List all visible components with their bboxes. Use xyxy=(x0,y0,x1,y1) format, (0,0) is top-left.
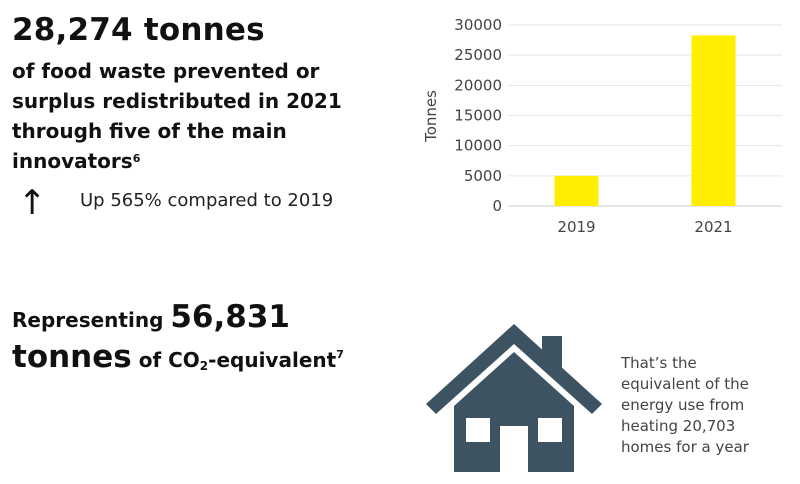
up-arrow-icon: ↑ xyxy=(18,183,47,223)
y-tick-label-5000: 5000 xyxy=(464,167,502,185)
y-tick-label-15000: 15000 xyxy=(454,107,502,125)
equivalent-line-4: heating 20,703 xyxy=(621,417,736,435)
y-tick-label-0: 0 xyxy=(492,197,502,215)
equivalent-note: That’s the equivalent of the energy use … xyxy=(621,353,796,458)
x-tick-label-2019: 2019 xyxy=(557,218,595,236)
headline-figure: 28,274 tonnes xyxy=(12,12,265,48)
y-tick-label-10000: 10000 xyxy=(454,137,502,155)
chart-bars xyxy=(554,35,736,207)
bar-2019 xyxy=(554,175,599,206)
house-icon xyxy=(426,324,602,472)
headline-line-4-text: innovators xyxy=(12,149,133,173)
equivalent-line-3: energy use from xyxy=(621,396,745,414)
equivalent-line-1: That’s the xyxy=(621,354,697,372)
y-tick-label-20000: 20000 xyxy=(454,76,502,94)
footnote-6: 6 xyxy=(132,152,141,165)
y-axis-label: Tonnes xyxy=(422,90,440,143)
x-tick-label-2021: 2021 xyxy=(694,218,732,236)
footnote-7: 7 xyxy=(336,348,344,361)
headline-line-3: through five of the main xyxy=(12,119,287,143)
house-roof xyxy=(426,324,602,414)
co2-of-text: of CO xyxy=(138,348,200,372)
change-note: Up 565% compared to 2019 xyxy=(80,190,334,211)
co2-line-1: Representing 56,831 xyxy=(12,300,412,337)
co2-statement: Representing 56,831 tonnes of CO2-equiva… xyxy=(12,300,412,383)
co2-unit: tonnes xyxy=(12,339,132,375)
house-body xyxy=(454,352,574,472)
y-tick-label-30000: 30000 xyxy=(454,16,502,34)
headline-line-2: surplus redistributed in 2021 xyxy=(12,89,342,113)
chart-grid xyxy=(508,24,782,207)
y-axis-ticks: 0 5000 10000 15000 20000 25000 30000 xyxy=(454,16,502,215)
headline-line-1: of food waste prevented or xyxy=(12,59,320,83)
x-axis-labels: 2019 2021 xyxy=(557,218,732,236)
equivalent-line-5: homes for a year xyxy=(621,438,749,456)
co2-prefix: Representing xyxy=(12,308,164,332)
y-tick-label-25000: 25000 xyxy=(454,46,502,64)
co2-subscript: 2 xyxy=(199,359,209,373)
headline-line-4: innovators6 xyxy=(12,146,372,176)
equivalent-line-2: equivalent of the xyxy=(621,375,749,393)
co2-figure: 56,831 xyxy=(170,299,290,335)
co2-suffix: -equivalent xyxy=(208,348,337,372)
co2-line-2: tonnes of CO2-equivalent7 xyxy=(12,337,412,383)
headline-description: of food waste prevented or surplus redis… xyxy=(12,56,372,176)
bar-2021 xyxy=(691,35,736,207)
